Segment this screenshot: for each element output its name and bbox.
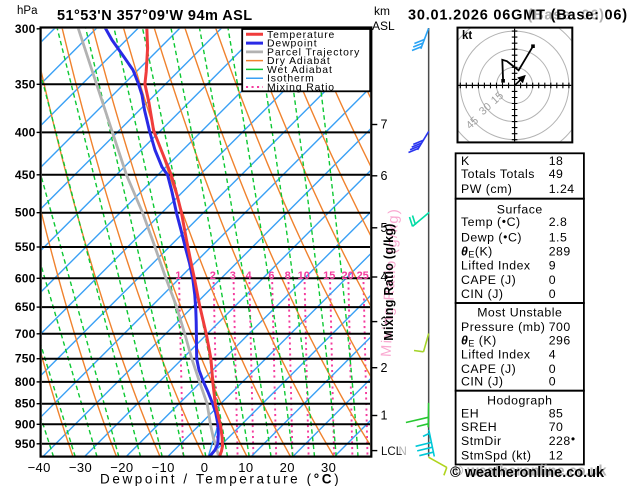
svg-text:Most Unstable: Most Unstable <box>477 306 562 320</box>
svg-text:1: 1 <box>381 409 388 423</box>
svg-text:850: 850 <box>15 397 36 411</box>
svg-text:Dewpoint / Temperature (°C): Dewpoint / Temperature (°C) <box>100 472 341 487</box>
svg-text:800: 800 <box>15 375 36 389</box>
svg-text:30.01.2026 06GMT (Base: 06): 30.01.2026 06GMT (Base: 06) <box>408 8 628 24</box>
svg-text:750: 750 <box>15 352 36 366</box>
svg-text:700: 700 <box>549 320 571 334</box>
svg-text:0: 0 <box>549 273 556 287</box>
svg-text:SREH: SREH <box>461 420 497 434</box>
svg-text:Totals Totals: Totals Totals <box>461 167 535 181</box>
svg-text:20: 20 <box>341 270 353 282</box>
svg-text:ASL: ASL <box>372 19 395 33</box>
svg-text:8: 8 <box>285 270 291 282</box>
svg-text:700: 700 <box>15 327 36 341</box>
svg-text:Lifted Index: Lifted Index <box>461 258 531 272</box>
svg-text:Lifted Index: Lifted Index <box>461 347 531 361</box>
svg-text:StmDir: StmDir <box>461 434 502 448</box>
svg-text:4: 4 <box>246 270 253 282</box>
svg-text:2: 2 <box>381 361 388 375</box>
svg-text:2: 2 <box>210 270 216 282</box>
svg-text:500: 500 <box>15 206 36 220</box>
svg-text:49: 49 <box>549 167 564 181</box>
svg-text:hPa: hPa <box>17 5 38 17</box>
svg-text:1: 1 <box>175 270 181 282</box>
svg-text:25: 25 <box>357 270 369 282</box>
svg-text:−40: −40 <box>28 460 51 475</box>
svg-text:LCL: LCL <box>381 446 403 458</box>
svg-text:Temp (●C): Temp (●C) <box>461 215 521 229</box>
svg-text:Pressure (mb): Pressure (mb) <box>461 320 545 334</box>
svg-text:kt: kt <box>462 30 472 42</box>
svg-text:© weatheronline.co.uk: © weatheronline.co.uk <box>450 465 605 481</box>
svg-text:6: 6 <box>381 169 388 183</box>
svg-text:km: km <box>374 4 390 18</box>
svg-text:15: 15 <box>323 270 335 282</box>
svg-text:Mixing Ratio (g/kg): Mixing Ratio (g/kg) <box>382 223 396 341</box>
svg-text:85: 85 <box>549 406 564 420</box>
svg-text:550: 550 <box>15 240 36 254</box>
svg-text:300: 300 <box>15 22 36 36</box>
svg-text:1.5: 1.5 <box>549 231 568 245</box>
svg-text:StmSpd (kt): StmSpd (kt) <box>461 448 531 462</box>
svg-text:CIN (J): CIN (J) <box>461 375 503 389</box>
svg-text:600: 600 <box>15 271 36 285</box>
svg-text:70: 70 <box>549 420 564 434</box>
svg-text:12: 12 <box>549 448 564 462</box>
svg-text:CAPE (J): CAPE (J) <box>461 273 516 287</box>
svg-text:7: 7 <box>381 118 388 132</box>
svg-text:EH: EH <box>461 406 479 420</box>
svg-text:CIN (J): CIN (J) <box>461 287 503 301</box>
svg-text:Dewp (●C): Dewp (●C) <box>461 231 522 245</box>
svg-text:289: 289 <box>549 245 571 259</box>
svg-text:900: 900 <box>15 417 36 431</box>
svg-text:650: 650 <box>15 300 36 314</box>
svg-text:400: 400 <box>15 125 36 139</box>
svg-text:0: 0 <box>549 287 556 301</box>
svg-text:1.24: 1.24 <box>549 182 575 196</box>
svg-text:450: 450 <box>15 168 36 182</box>
svg-text:PW (cm): PW (cm) <box>461 182 512 196</box>
svg-text:−30: −30 <box>69 460 92 475</box>
svg-text:950: 950 <box>15 437 36 451</box>
svg-text:10: 10 <box>298 270 310 282</box>
svg-text:2.8: 2.8 <box>549 215 568 229</box>
svg-text:3: 3 <box>230 270 236 282</box>
svg-text:θE(K): θE(K) <box>461 245 493 260</box>
svg-text:Mixing Ratio: Mixing Ratio <box>267 83 335 94</box>
svg-text:51°53'N 357°09'W 94m ASL: 51°53'N 357°09'W 94m ASL <box>57 8 253 24</box>
svg-text:6: 6 <box>268 270 274 282</box>
svg-text:296: 296 <box>549 334 571 348</box>
svg-text:4: 4 <box>549 347 556 361</box>
svg-text:0: 0 <box>549 375 556 389</box>
svg-text:9: 9 <box>549 258 556 272</box>
svg-text:350: 350 <box>15 77 36 91</box>
svg-text:Hodograph: Hodograph <box>487 394 552 408</box>
